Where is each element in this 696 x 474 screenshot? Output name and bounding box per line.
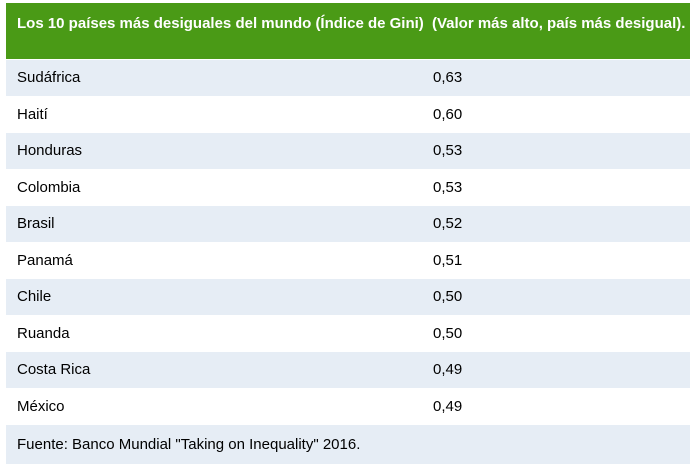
country-cell: Ruanda [17, 324, 70, 342]
table-row: Haití 0,60 [6, 96, 690, 133]
table-header: Los 10 países más desiguales del mundo (… [6, 3, 690, 60]
country-cell: Honduras [17, 142, 83, 160]
table-row: México 0,49 [6, 388, 690, 425]
header-country-column: Los 10 países más desiguales del mundo (… [17, 15, 424, 32]
gini-value-cell: 0,60 [433, 105, 463, 123]
source-footer: Fuente: Banco Mundial "Taking on Inequal… [6, 425, 690, 464]
country-cell: Haití [17, 105, 48, 123]
gini-value-cell: 0,49 [433, 361, 463, 379]
country-cell: Colombia [17, 178, 81, 196]
table-row: Sudáfrica 0,63 [6, 60, 690, 97]
gini-value-cell: 0,50 [433, 324, 463, 342]
table-row: Ruanda 0,50 [6, 315, 690, 352]
country-cell: México [17, 397, 65, 415]
table-row: Honduras 0,53 [6, 133, 690, 170]
country-cell: Sudáfrica [17, 69, 81, 87]
country-cell: Brasil [17, 215, 55, 233]
country-cell: Costa Rica [17, 361, 91, 379]
gini-value-cell: 0,53 [433, 178, 463, 196]
table-row: Chile 0,50 [6, 279, 690, 316]
gini-value-cell: 0,51 [433, 251, 463, 269]
table-row: Panamá 0,51 [6, 242, 690, 279]
country-cell: Panamá [17, 251, 73, 269]
gini-value-cell: 0,63 [433, 69, 463, 87]
country-cell: Chile [17, 288, 52, 306]
gini-value-cell: 0,50 [433, 288, 463, 306]
table-row: Colombia 0,53 [6, 169, 690, 206]
gini-table: Los 10 países más desiguales del mundo (… [6, 3, 690, 464]
table-row: Brasil 0,52 [6, 206, 690, 243]
header-value-column: (Valor más alto, país más desigual). [432, 15, 686, 32]
gini-value-cell: 0,52 [433, 215, 463, 233]
table-row: Costa Rica 0,49 [6, 352, 690, 389]
gini-value-cell: 0,53 [433, 142, 463, 160]
gini-value-cell: 0,49 [433, 397, 463, 415]
